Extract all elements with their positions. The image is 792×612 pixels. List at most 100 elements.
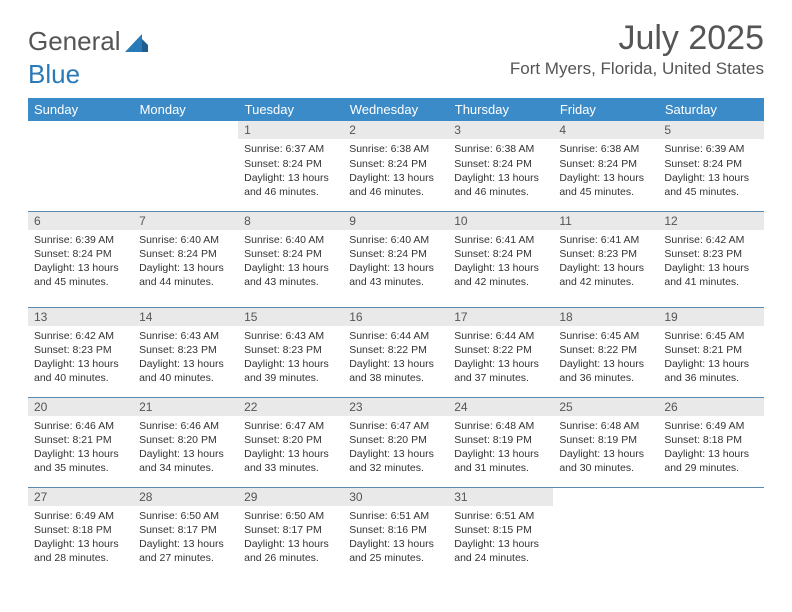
calendar-body: ....1Sunrise: 6:37 AMSunset: 8:24 PMDayl… <box>28 121 764 577</box>
day-number: 4 <box>553 121 658 139</box>
day-content: Sunrise: 6:51 AMSunset: 8:16 PMDaylight:… <box>343 506 448 570</box>
calendar-cell: 5Sunrise: 6:39 AMSunset: 8:24 PMDaylight… <box>658 121 763 211</box>
location: Fort Myers, Florida, United States <box>510 59 764 79</box>
calendar-cell: 26Sunrise: 6:49 AMSunset: 8:18 PMDayligh… <box>658 397 763 487</box>
calendar-cell: 15Sunrise: 6:43 AMSunset: 8:23 PMDayligh… <box>238 307 343 397</box>
day-header: Saturday <box>658 98 763 121</box>
calendar-cell: 24Sunrise: 6:48 AMSunset: 8:19 PMDayligh… <box>448 397 553 487</box>
day-content: Sunrise: 6:48 AMSunset: 8:19 PMDaylight:… <box>448 416 553 480</box>
day-header: Friday <box>553 98 658 121</box>
day-content: Sunrise: 6:41 AMSunset: 8:24 PMDaylight:… <box>448 230 553 294</box>
day-content: Sunrise: 6:41 AMSunset: 8:23 PMDaylight:… <box>553 230 658 294</box>
logo-text-gray: General <box>28 26 121 57</box>
title-block: July 2025 Fort Myers, Florida, United St… <box>510 20 764 79</box>
day-number: 29 <box>238 488 343 506</box>
day-header: Thursday <box>448 98 553 121</box>
day-header: Monday <box>133 98 238 121</box>
day-number: 7 <box>133 212 238 230</box>
day-content: Sunrise: 6:49 AMSunset: 8:18 PMDaylight:… <box>658 416 763 480</box>
calendar-cell: 30Sunrise: 6:51 AMSunset: 8:16 PMDayligh… <box>343 487 448 577</box>
day-content: Sunrise: 6:40 AMSunset: 8:24 PMDaylight:… <box>238 230 343 294</box>
day-content: Sunrise: 6:40 AMSunset: 8:24 PMDaylight:… <box>133 230 238 294</box>
day-number: 21 <box>133 398 238 416</box>
day-content: Sunrise: 6:51 AMSunset: 8:15 PMDaylight:… <box>448 506 553 570</box>
day-number: 9 <box>343 212 448 230</box>
calendar-cell: 25Sunrise: 6:48 AMSunset: 8:19 PMDayligh… <box>553 397 658 487</box>
calendar-cell: 23Sunrise: 6:47 AMSunset: 8:20 PMDayligh… <box>343 397 448 487</box>
day-content: Sunrise: 6:49 AMSunset: 8:18 PMDaylight:… <box>28 506 133 570</box>
day-content: Sunrise: 6:42 AMSunset: 8:23 PMDaylight:… <box>28 326 133 390</box>
day-content: Sunrise: 6:39 AMSunset: 8:24 PMDaylight:… <box>658 139 763 203</box>
day-number: 2 <box>343 121 448 139</box>
day-content: Sunrise: 6:42 AMSunset: 8:23 PMDaylight:… <box>658 230 763 294</box>
day-number: 27 <box>28 488 133 506</box>
day-content: Sunrise: 6:37 AMSunset: 8:24 PMDaylight:… <box>238 139 343 203</box>
calendar-cell: 14Sunrise: 6:43 AMSunset: 8:23 PMDayligh… <box>133 307 238 397</box>
day-content: Sunrise: 6:46 AMSunset: 8:21 PMDaylight:… <box>28 416 133 480</box>
calendar-cell: 21Sunrise: 6:46 AMSunset: 8:20 PMDayligh… <box>133 397 238 487</box>
calendar-cell: 8Sunrise: 6:40 AMSunset: 8:24 PMDaylight… <box>238 211 343 307</box>
calendar-cell: .. <box>658 487 763 577</box>
day-content: Sunrise: 6:44 AMSunset: 8:22 PMDaylight:… <box>343 326 448 390</box>
calendar-cell: 29Sunrise: 6:50 AMSunset: 8:17 PMDayligh… <box>238 487 343 577</box>
calendar-cell: .. <box>28 121 133 211</box>
day-content: Sunrise: 6:43 AMSunset: 8:23 PMDaylight:… <box>238 326 343 390</box>
calendar-cell: 28Sunrise: 6:50 AMSunset: 8:17 PMDayligh… <box>133 487 238 577</box>
day-content: Sunrise: 6:45 AMSunset: 8:21 PMDaylight:… <box>658 326 763 390</box>
calendar-cell: 16Sunrise: 6:44 AMSunset: 8:22 PMDayligh… <box>343 307 448 397</box>
calendar-cell: 4Sunrise: 6:38 AMSunset: 8:24 PMDaylight… <box>553 121 658 211</box>
day-number: 22 <box>238 398 343 416</box>
day-content: Sunrise: 6:47 AMSunset: 8:20 PMDaylight:… <box>238 416 343 480</box>
calendar-cell: 11Sunrise: 6:41 AMSunset: 8:23 PMDayligh… <box>553 211 658 307</box>
day-content: Sunrise: 6:50 AMSunset: 8:17 PMDaylight:… <box>133 506 238 570</box>
day-number: 3 <box>448 121 553 139</box>
day-content: Sunrise: 6:50 AMSunset: 8:17 PMDaylight:… <box>238 506 343 570</box>
day-number: 1 <box>238 121 343 139</box>
calendar-cell: 7Sunrise: 6:40 AMSunset: 8:24 PMDaylight… <box>133 211 238 307</box>
day-number: 13 <box>28 308 133 326</box>
day-content: Sunrise: 6:38 AMSunset: 8:24 PMDaylight:… <box>448 139 553 203</box>
calendar-cell: 17Sunrise: 6:44 AMSunset: 8:22 PMDayligh… <box>448 307 553 397</box>
day-number: 17 <box>448 308 553 326</box>
calendar-cell: .. <box>133 121 238 211</box>
calendar-cell: 12Sunrise: 6:42 AMSunset: 8:23 PMDayligh… <box>658 211 763 307</box>
calendar-table: SundayMondayTuesdayWednesdayThursdayFrid… <box>28 98 764 577</box>
calendar-cell: 13Sunrise: 6:42 AMSunset: 8:23 PMDayligh… <box>28 307 133 397</box>
calendar-row: 20Sunrise: 6:46 AMSunset: 8:21 PMDayligh… <box>28 397 764 487</box>
calendar-row: ....1Sunrise: 6:37 AMSunset: 8:24 PMDayl… <box>28 121 764 211</box>
day-content: Sunrise: 6:44 AMSunset: 8:22 PMDaylight:… <box>448 326 553 390</box>
logo-text-blue: Blue <box>28 59 80 90</box>
calendar-cell: 3Sunrise: 6:38 AMSunset: 8:24 PMDaylight… <box>448 121 553 211</box>
day-content: Sunrise: 6:45 AMSunset: 8:22 PMDaylight:… <box>553 326 658 390</box>
calendar-cell: 22Sunrise: 6:47 AMSunset: 8:20 PMDayligh… <box>238 397 343 487</box>
day-number: 31 <box>448 488 553 506</box>
day-number: 12 <box>658 212 763 230</box>
day-number: 23 <box>343 398 448 416</box>
calendar-cell: 10Sunrise: 6:41 AMSunset: 8:24 PMDayligh… <box>448 211 553 307</box>
day-content: Sunrise: 6:43 AMSunset: 8:23 PMDaylight:… <box>133 326 238 390</box>
calendar-cell: 2Sunrise: 6:38 AMSunset: 8:24 PMDaylight… <box>343 121 448 211</box>
day-header: Wednesday <box>343 98 448 121</box>
day-number: 11 <box>553 212 658 230</box>
day-header: Tuesday <box>238 98 343 121</box>
calendar-cell: 9Sunrise: 6:40 AMSunset: 8:24 PMDaylight… <box>343 211 448 307</box>
day-content: Sunrise: 6:48 AMSunset: 8:19 PMDaylight:… <box>553 416 658 480</box>
calendar-cell: 1Sunrise: 6:37 AMSunset: 8:24 PMDaylight… <box>238 121 343 211</box>
month-title: July 2025 <box>510 20 764 57</box>
day-content: Sunrise: 6:39 AMSunset: 8:24 PMDaylight:… <box>28 230 133 294</box>
day-content: Sunrise: 6:47 AMSunset: 8:20 PMDaylight:… <box>343 416 448 480</box>
calendar-cell: .. <box>553 487 658 577</box>
day-content: Sunrise: 6:38 AMSunset: 8:24 PMDaylight:… <box>343 139 448 203</box>
day-number: 5 <box>658 121 763 139</box>
calendar-row: 6Sunrise: 6:39 AMSunset: 8:24 PMDaylight… <box>28 211 764 307</box>
day-number: 30 <box>343 488 448 506</box>
logo-triangle-icon <box>124 31 148 53</box>
day-number: 24 <box>448 398 553 416</box>
day-number: 19 <box>658 308 763 326</box>
day-number: 18 <box>553 308 658 326</box>
calendar-cell: 20Sunrise: 6:46 AMSunset: 8:21 PMDayligh… <box>28 397 133 487</box>
day-header: Sunday <box>28 98 133 121</box>
day-number: 25 <box>553 398 658 416</box>
day-header-row: SundayMondayTuesdayWednesdayThursdayFrid… <box>28 98 764 121</box>
day-content: Sunrise: 6:46 AMSunset: 8:20 PMDaylight:… <box>133 416 238 480</box>
